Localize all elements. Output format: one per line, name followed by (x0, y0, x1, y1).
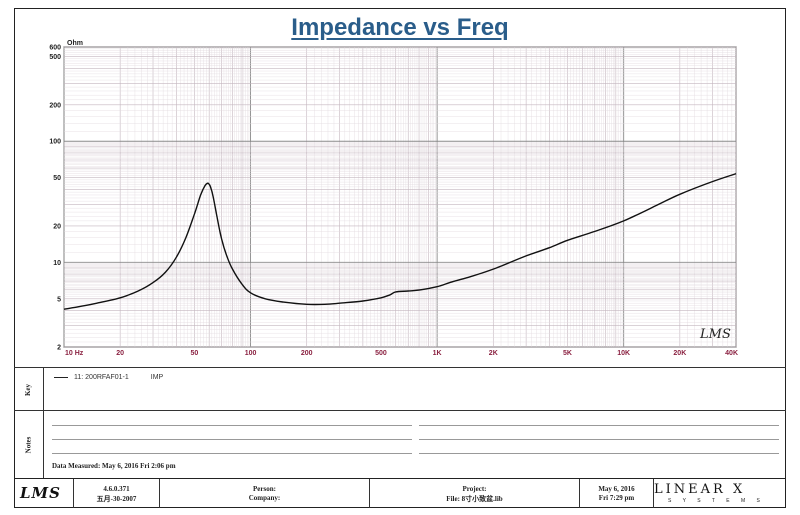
y-tick-label: 100 (49, 139, 61, 146)
linearx-brand-sub: S Y S T E M S (668, 498, 765, 504)
note-line (52, 425, 412, 426)
x-tick-label: 10 Hz (65, 350, 84, 357)
y-tick-label: 600 (49, 45, 61, 52)
footer-project-cell: Project: File: 8寸小致盆.lib (370, 479, 580, 508)
linearx-brand: LINEAR X (654, 482, 746, 497)
project-label: Project: (462, 485, 487, 493)
x-tick-label: 1K (433, 350, 442, 357)
y-tick-label: 2 (57, 345, 61, 352)
y-tick-label: 5 (57, 296, 61, 303)
note-line (419, 439, 779, 440)
footer-date-cell: May 6, 2016 Fri 7:29 pm (580, 479, 654, 508)
x-tick-label: 500 (375, 350, 387, 357)
legend-entry: 11: 200RFAF01-1 IMP (54, 374, 163, 381)
x-tick-label: 2K (489, 350, 498, 357)
legend-swatch (54, 377, 68, 378)
x-tick-label: 5K (563, 350, 572, 357)
notes-side-label: Notes (14, 411, 44, 479)
y-tick-label: 200 (49, 102, 61, 109)
legend-series-kind: IMP (150, 374, 164, 381)
note-line (52, 439, 412, 440)
y-tick-label: 20 (53, 223, 61, 230)
plot-area (63, 46, 737, 348)
x-tick-label: 10K (617, 350, 630, 357)
series-line (63, 172, 737, 310)
key-panel: Key 11: 200RFAF01-1 IMP (14, 367, 786, 411)
x-tick-label: 200 (301, 350, 313, 357)
file-label: File: 8寸小致盆.lib (446, 495, 503, 503)
y-tick-label: 50 (53, 175, 61, 182)
footer-logo-cell: LMS (14, 479, 74, 508)
x-tick-label: 100 (245, 350, 257, 357)
legend-series-label: 11: 200RFAF01-1 (74, 374, 129, 381)
lms-logo: LMS (20, 484, 61, 502)
note-line (52, 453, 412, 454)
print-time: Fri 7:29 pm (598, 494, 635, 502)
x-tick-label: 20 (116, 350, 124, 357)
note-line (419, 425, 779, 426)
date-measured: Data Measured: May 6, 2016 Fri 2:06 pm (52, 462, 176, 470)
person-label: Person: (253, 485, 276, 493)
chart-title: Impedance vs Freq (291, 14, 509, 41)
x-axis-ticks: 10 Hz 20 50 100 200 500 1K 2K 5K 10K 20K 40K (65, 350, 738, 357)
note-line (419, 453, 779, 454)
x-tick-label: 50 (191, 350, 199, 357)
print-date: May 6, 2016 (598, 485, 635, 493)
x-tick-label: 20K (673, 350, 686, 357)
chart-grid (63, 46, 737, 348)
company-label: Company: (248, 494, 281, 502)
y-tick-label: 500 (49, 54, 61, 61)
key-side-label: Key (14, 368, 44, 411)
notes-panel: Notes Data Measured: May 6, 2016 Fri 2:0… (14, 410, 786, 479)
footer-bar: LMS 4.6.0.371 五月-30-2007 Person: Company… (14, 478, 786, 508)
software-version: 4.6.0.371 (103, 485, 130, 493)
footer-person-cell: Person: Company: (160, 479, 370, 508)
software-version-date: 五月-30-2007 (96, 495, 137, 503)
x-tick-label: 40K (725, 350, 738, 357)
lms-watermark: LMS (699, 327, 731, 342)
linearx-logo: LINEAR X S Y S T E M S (650, 482, 780, 506)
y-tick-label: 10 (53, 260, 61, 267)
y-axis-ticks: 600 500 200 100 50 20 10 5 2 (49, 45, 61, 352)
footer-version-cell: 4.6.0.371 五月-30-2007 (74, 479, 160, 508)
y-axis-unit-label: Ohm (67, 40, 83, 47)
chart-series (63, 172, 737, 310)
